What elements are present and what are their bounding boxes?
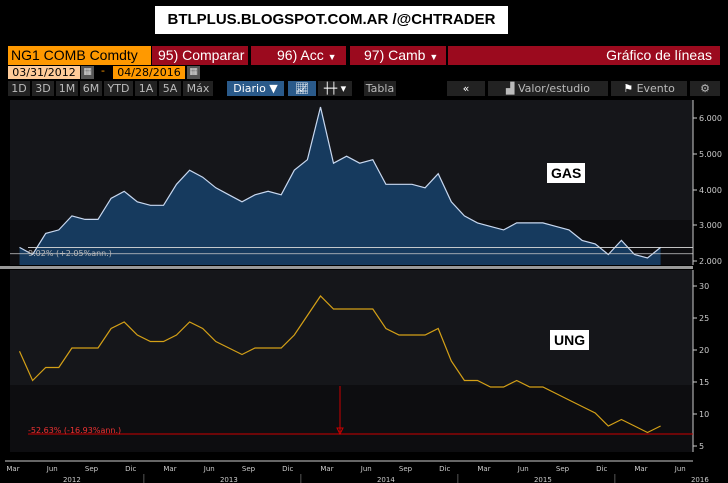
- arrow-head: [336, 427, 344, 436]
- series-line: [18, 295, 661, 434]
- time-axis: Mar Jun Sep Dic Mar Jun Sep Dic Mar Jun Sep Dic Mar J…: [5, 460, 709, 483]
- year-label: 2013: [220, 476, 238, 483]
- x-tick-label: Jun: [517, 465, 529, 473]
- period-3d[interactable]: 3D: [32, 81, 54, 96]
- flag-icon: ⚑: [623, 82, 634, 95]
- panel-band: [10, 270, 693, 385]
- panel-divider: [0, 266, 693, 269]
- date-separator: -: [101, 64, 105, 77]
- y-tick-label: 3.000: [699, 221, 722, 230]
- ung-panel: 30 25 20 15 10 5: [10, 270, 709, 452]
- y-tick-label: 5: [699, 442, 704, 451]
- ticker-field[interactable]: NG1 COMB Comdty: [8, 46, 151, 65]
- y-tick-label: 5.000: [699, 150, 722, 159]
- study-button[interactable]: ▟ Valor/estudio: [488, 81, 608, 96]
- y-tick-label: 15: [699, 378, 709, 387]
- event-label: Evento: [636, 82, 675, 95]
- x-tick-label: Mar: [163, 465, 176, 473]
- start-date-input[interactable]: 03/31/2012: [8, 66, 80, 79]
- study-label: Valor/estudio: [517, 82, 590, 95]
- period-5a[interactable]: 5A: [159, 81, 181, 96]
- camb-label: 97) Camb: [364, 47, 426, 63]
- y-tick-label: 30: [699, 282, 709, 291]
- calendar-icon[interactable]: ▦: [81, 66, 94, 79]
- x-tick-label: Jun: [46, 465, 58, 473]
- year-label: 2012: [63, 476, 81, 483]
- camb-button[interactable]: 97) Camb ▼: [350, 46, 446, 65]
- period-1a[interactable]: 1A: [135, 81, 157, 96]
- x-tick-label: Sep: [242, 465, 256, 473]
- x-tick-label: Jun: [360, 465, 372, 473]
- x-tick-label: Sep: [85, 465, 99, 473]
- y-tick-label: 10: [699, 410, 709, 419]
- compare-button[interactable]: 95) Comparar: [152, 46, 248, 65]
- table-button[interactable]: Tabla: [364, 81, 396, 96]
- acc-button[interactable]: 96) Acc ▼: [251, 46, 346, 65]
- y-tick-label: 2.000: [699, 257, 722, 266]
- event-button[interactable]: ⚑ Evento: [611, 81, 687, 96]
- frequency-dropdown[interactable]: Diario ▼: [227, 81, 284, 96]
- line-chart-icon[interactable]: 📈︎: [288, 81, 316, 96]
- ung-label: UNG: [550, 330, 590, 350]
- study-icon: ▟: [506, 82, 515, 95]
- x-tick-label: Mar: [634, 465, 647, 473]
- bar-style-icon[interactable]: ┼┼ ▾: [318, 81, 352, 96]
- dropdown-icon: ▼: [429, 52, 439, 62]
- end-date-input[interactable]: 04/28/2016: [113, 66, 185, 79]
- x-tick-label: Sep: [556, 465, 570, 473]
- x-tick-label: Dic: [596, 465, 607, 473]
- y-tick-label: 20: [699, 346, 709, 355]
- period-1d[interactable]: 1D: [8, 81, 30, 96]
- x-tick-label: Dic: [282, 465, 293, 473]
- gas-label: GAS: [547, 163, 586, 183]
- year-label: 2016: [691, 476, 709, 483]
- gas-panel: 6.000 5.000 4.000 3.000 2.000: [0, 100, 722, 269]
- x-tick-label: Jun: [674, 465, 686, 473]
- x-tick-label: Mar: [320, 465, 333, 473]
- x-tick-label: Sep: [399, 465, 413, 473]
- x-tick-label: Dic: [125, 465, 136, 473]
- y-tick-label: 6.000: [699, 114, 722, 123]
- calendar-icon[interactable]: ▦: [187, 66, 200, 79]
- period-6m[interactable]: 6M: [80, 81, 102, 96]
- period-ytd[interactable]: YTD: [104, 81, 133, 96]
- period-máx[interactable]: Máx: [183, 81, 213, 96]
- y-tick-label: 4.000: [699, 186, 722, 195]
- ung-return-annotation: -52.63% (-16.93%ann.): [28, 426, 122, 435]
- gas-return-annotation: 9.02% (+2.05%ann.): [28, 249, 112, 258]
- collapse-button[interactable]: «: [447, 81, 485, 96]
- y-tick-label: 25: [699, 314, 709, 323]
- watermark-banner: BTLPLUS.BLOGSPOT.COM.AR /@CHTRADER: [155, 6, 508, 34]
- period-1m[interactable]: 1M: [56, 81, 78, 96]
- x-tick-label: Mar: [477, 465, 490, 473]
- acc-label: 96) Acc: [277, 47, 324, 63]
- series-area: [19, 107, 661, 265]
- dropdown-icon: ▼: [327, 52, 337, 62]
- series-line: [19, 106, 661, 259]
- year-label: 2014: [377, 476, 395, 483]
- settings-gear-icon[interactable]: ⚙: [690, 81, 720, 96]
- chart-type-label: Gráfico de líneas: [448, 46, 720, 65]
- x-tick-label: Jun: [203, 465, 215, 473]
- year-label: 2015: [534, 476, 552, 483]
- x-tick-label: Mar: [6, 465, 19, 473]
- x-tick-label: Dic: [439, 465, 450, 473]
